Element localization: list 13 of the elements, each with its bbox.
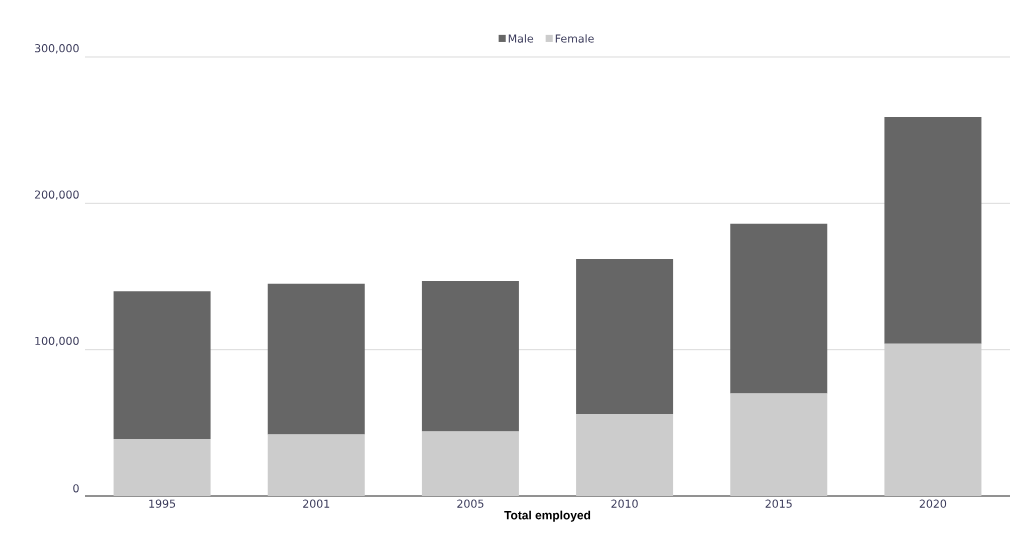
y-tick-label: 0 [73, 484, 79, 493]
x-tick-label: 2015 [765, 499, 792, 508]
x-tick-label: 1995 [149, 499, 176, 508]
x-tick-label: 2010 [611, 499, 638, 508]
y-tick-label: 100,000 [35, 336, 79, 347]
legend-label: Male [508, 34, 534, 43]
y-tick-label: 300,000 [34, 44, 79, 54]
y-tick-label: 200,000 [34, 190, 79, 200]
x-tick-label: 2020 [919, 499, 947, 508]
x-tick-label: 2001 [303, 499, 330, 508]
x-axis-title: Total employed [504, 510, 591, 522]
legend-label: Female [555, 34, 594, 43]
x-tick-label: 2005 [457, 499, 484, 508]
